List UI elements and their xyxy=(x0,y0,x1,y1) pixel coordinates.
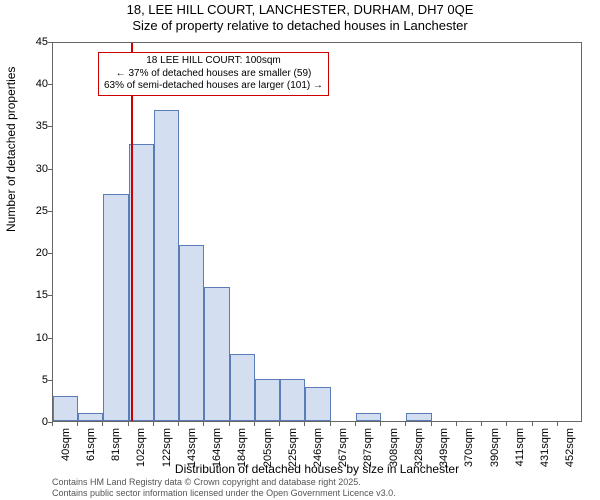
annot-line-3: 63% of semi-detached houses are larger (… xyxy=(104,80,323,93)
ytick-label: 20 xyxy=(8,247,48,259)
xtick-label: 81sqm xyxy=(110,428,122,461)
xtick-mark xyxy=(279,422,280,426)
histogram-bar xyxy=(179,245,204,421)
ytick-label: 0 xyxy=(8,416,48,428)
annot-line-1: 18 LEE HILL COURT: 100sqm xyxy=(104,55,323,68)
xtick-mark xyxy=(178,422,179,426)
title-line-2: Size of property relative to detached ho… xyxy=(0,18,600,33)
xtick-mark xyxy=(203,422,204,426)
histogram-bar xyxy=(305,387,330,421)
xtick-mark xyxy=(557,422,558,426)
x-axis-label: Distribution of detached houses by size … xyxy=(52,462,582,476)
ytick-mark xyxy=(48,126,52,127)
xtick-mark xyxy=(77,422,78,426)
title-line-1: 18, LEE HILL COURT, LANCHESTER, DURHAM, … xyxy=(0,2,600,17)
histogram-bar xyxy=(356,413,381,421)
plot-area xyxy=(52,42,582,422)
histogram-bar xyxy=(230,354,255,421)
xtick-mark xyxy=(128,422,129,426)
xtick-mark xyxy=(254,422,255,426)
title-block: 18, LEE HILL COURT, LANCHESTER, DURHAM, … xyxy=(0,2,600,33)
histogram-bar xyxy=(406,413,431,421)
xtick-mark xyxy=(532,422,533,426)
xtick-mark xyxy=(330,422,331,426)
xtick-label: 411sqm xyxy=(514,428,526,466)
histogram-bar xyxy=(78,413,103,421)
ytick-label: 45 xyxy=(8,36,48,48)
histogram-bar xyxy=(280,379,305,421)
histogram-bar xyxy=(53,396,78,421)
xtick-mark xyxy=(52,422,53,426)
ytick-mark xyxy=(48,84,52,85)
xtick-mark xyxy=(506,422,507,426)
histogram-bar xyxy=(255,379,280,421)
ytick-mark xyxy=(48,211,52,212)
ytick-mark xyxy=(48,295,52,296)
xtick-mark xyxy=(405,422,406,426)
footer-line-1: Contains HM Land Registry data © Crown c… xyxy=(52,477,396,487)
xtick-mark xyxy=(355,422,356,426)
annotation-box: 18 LEE HILL COURT: 100sqm ← 37% of detac… xyxy=(98,52,329,96)
xtick-label: 61sqm xyxy=(85,428,97,461)
xtick-mark xyxy=(304,422,305,426)
ytick-label: 40 xyxy=(8,78,48,90)
footer-attribution: Contains HM Land Registry data © Crown c… xyxy=(52,477,396,498)
xtick-label: 40sqm xyxy=(60,428,72,461)
ytick-mark xyxy=(48,380,52,381)
xtick-mark xyxy=(481,422,482,426)
histogram-bar xyxy=(103,194,128,421)
footer-line-2: Contains public sector information licen… xyxy=(52,488,396,498)
ytick-label: 10 xyxy=(8,332,48,344)
ytick-label: 25 xyxy=(8,205,48,217)
ytick-label: 35 xyxy=(8,120,48,132)
ytick-label: 5 xyxy=(8,374,48,386)
marker-line xyxy=(131,43,133,421)
xtick-mark xyxy=(229,422,230,426)
xtick-mark xyxy=(102,422,103,426)
ytick-label: 30 xyxy=(8,163,48,175)
xtick-mark xyxy=(153,422,154,426)
xtick-mark xyxy=(431,422,432,426)
xtick-mark xyxy=(380,422,381,426)
xtick-mark xyxy=(456,422,457,426)
ytick-label: 15 xyxy=(8,289,48,301)
ytick-mark xyxy=(48,253,52,254)
ytick-mark xyxy=(48,169,52,170)
ytick-mark xyxy=(48,42,52,43)
histogram-bar xyxy=(154,110,179,421)
ytick-mark xyxy=(48,338,52,339)
chart-container: 18, LEE HILL COURT, LANCHESTER, DURHAM, … xyxy=(0,0,600,500)
annot-line-2: ← 37% of detached houses are smaller (59… xyxy=(104,68,323,81)
histogram-bar xyxy=(204,287,229,421)
